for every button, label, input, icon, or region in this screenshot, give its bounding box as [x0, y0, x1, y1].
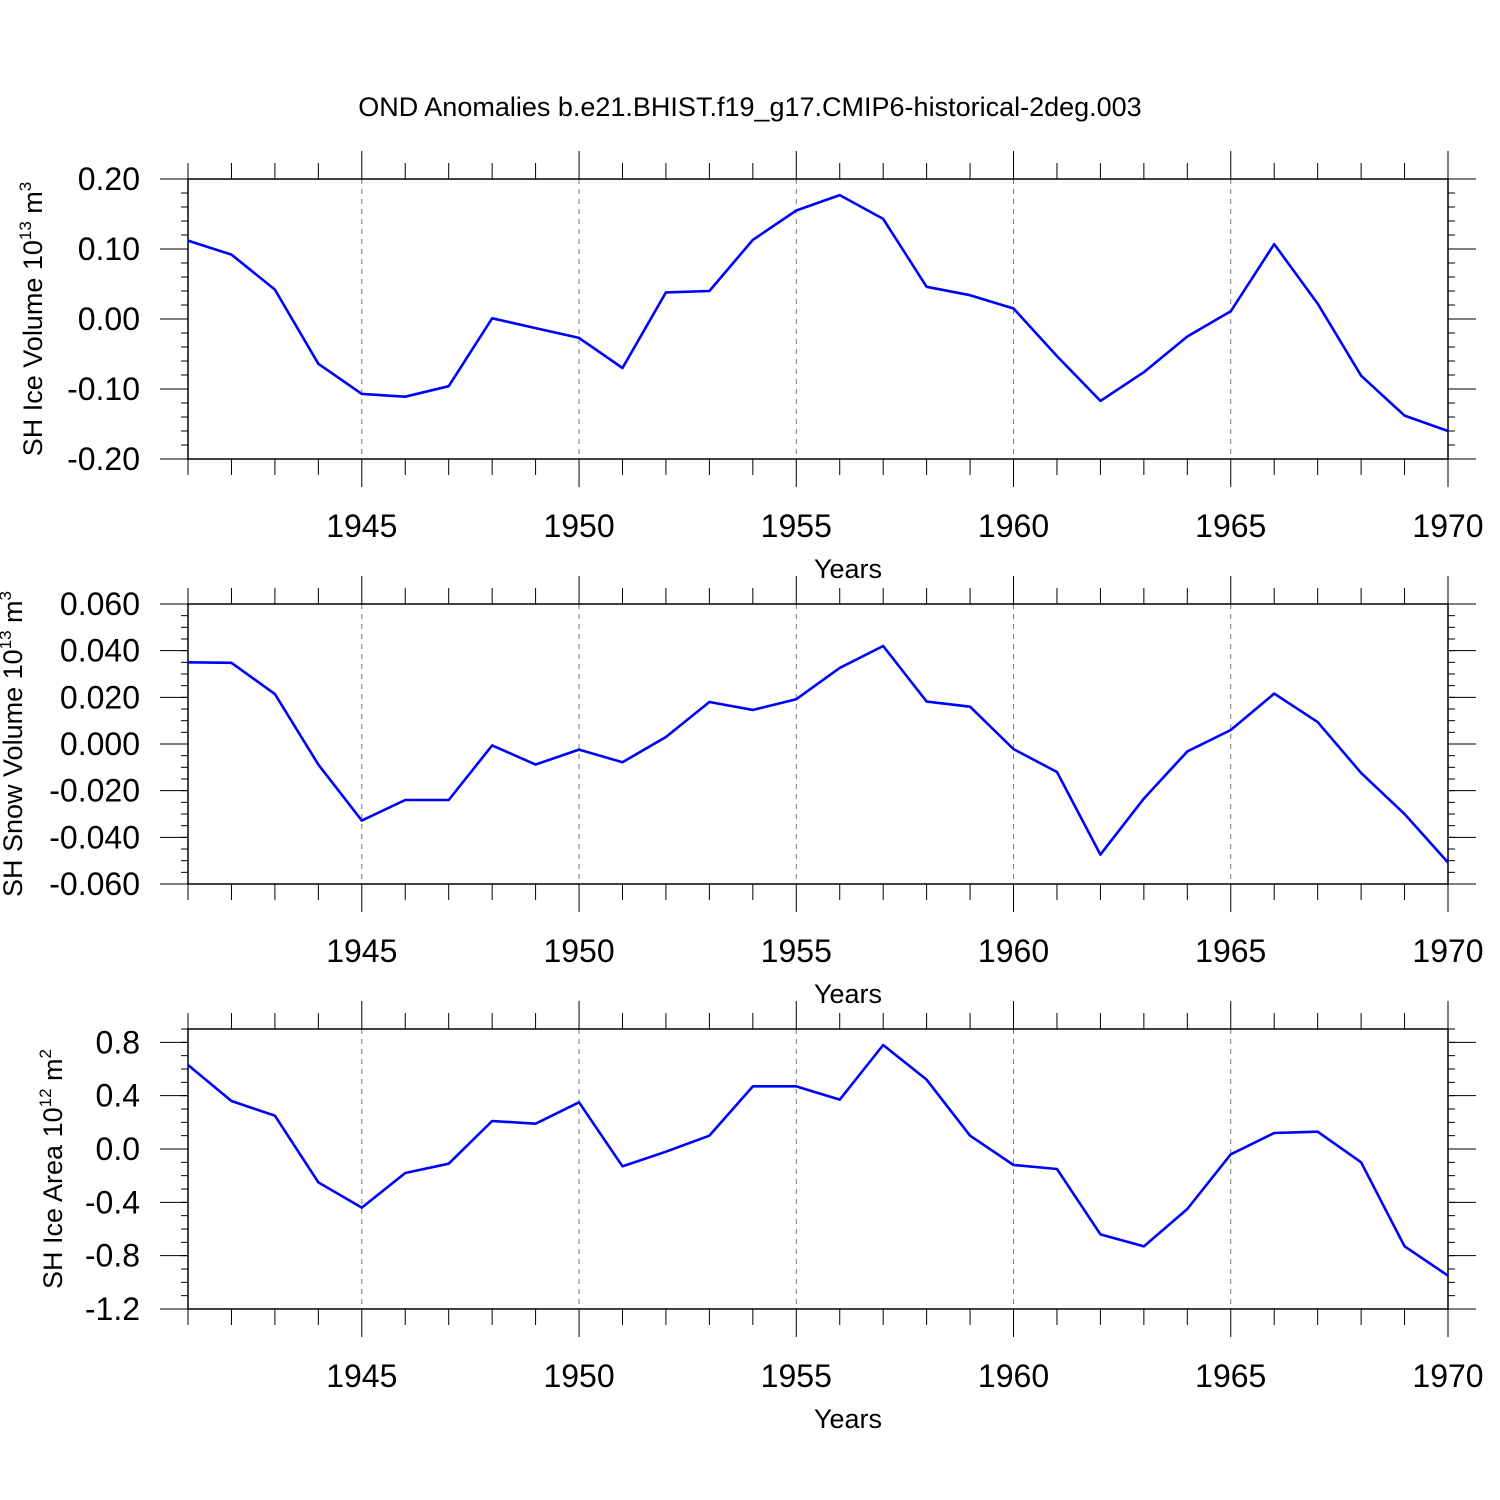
y-axis-label: SH Ice Volume 1013 m3	[16, 182, 48, 457]
x-tick-label: 1955	[761, 933, 832, 969]
chart-panel-3: -1.2 -0.8 -0.4 0.0 0.4 0.8 1945 1950 1955 1960 196…	[36, 1001, 1484, 1434]
y-tick-label: 0.0	[96, 1131, 140, 1167]
y-tick-label: -0.20	[67, 441, 140, 477]
series-line	[187, 1043, 1449, 1277]
y-tick-label: 0.060	[60, 586, 140, 622]
x-tick-label: 1970	[1412, 508, 1483, 544]
y-axis-label: SH Ice Area 1012 m2	[36, 1049, 68, 1289]
x-tick-label: 1950	[543, 508, 614, 544]
x-tick-label: 1945	[326, 1358, 397, 1394]
y-tick-label: 0.10	[78, 231, 140, 267]
x-tick-label: 1955	[761, 1358, 832, 1394]
y-tick-label: 0.4	[96, 1078, 140, 1114]
x-axis-label: Years	[814, 1404, 882, 1434]
plot-frame	[187, 1028, 1449, 1310]
x-axis-label: Years	[814, 554, 882, 584]
x-tick-label: 1955	[761, 508, 832, 544]
x-tick-label: 1960	[978, 1358, 1049, 1394]
x-tick-label: 1965	[1195, 508, 1266, 544]
y-tick-label: 0.040	[60, 633, 140, 669]
x-tick-label: 1960	[978, 508, 1049, 544]
y-tick-label: 0.20	[78, 161, 140, 197]
y-tick-label: -0.040	[49, 819, 140, 855]
x-tick-label: 1965	[1195, 933, 1266, 969]
chart-panel-1: -0.20 -0.10 0.00 0.10 0.20 1945 1950 1955 1960 19…	[16, 151, 1484, 584]
x-tick-label: 1970	[1412, 1358, 1483, 1394]
chart-title: OND Anomalies b.e21.BHIST.f19_g17.CMIP6-…	[358, 92, 1141, 122]
x-tick-label: 1965	[1195, 1358, 1266, 1394]
x-tick-label: 1970	[1412, 933, 1483, 969]
series-line	[187, 644, 1449, 864]
x-axis-label: Years	[814, 979, 882, 1009]
x-tick-label: 1945	[326, 933, 397, 969]
y-tick-label: 0.020	[60, 679, 140, 715]
y-tick-label: -0.8	[85, 1238, 140, 1274]
y-axis-label: SH Snow Volume 1013 m3	[0, 591, 28, 897]
y-tick-label: 0.00	[78, 301, 140, 337]
y-tick-label: -0.4	[85, 1184, 140, 1220]
x-tick-label: 1950	[543, 933, 614, 969]
x-tick-label: 1950	[543, 1358, 614, 1394]
series-line	[187, 193, 1449, 433]
chart-panel-2: -0.060 -0.040 -0.020 0.000 0.020 0.040 0.060 19…	[0, 576, 1484, 1009]
x-tick-label: 1945	[326, 508, 397, 544]
y-tick-label: -0.10	[67, 371, 140, 407]
y-tick-label: -1.2	[85, 1291, 140, 1327]
y-tick-label: -0.020	[49, 773, 140, 809]
plot-frame	[187, 603, 1449, 885]
y-tick-label: 0.000	[60, 726, 140, 762]
x-tick-label: 1960	[978, 933, 1049, 969]
y-tick-label: -0.060	[49, 866, 140, 902]
plot-frame	[187, 178, 1449, 460]
y-tick-label: 0.8	[96, 1024, 140, 1060]
